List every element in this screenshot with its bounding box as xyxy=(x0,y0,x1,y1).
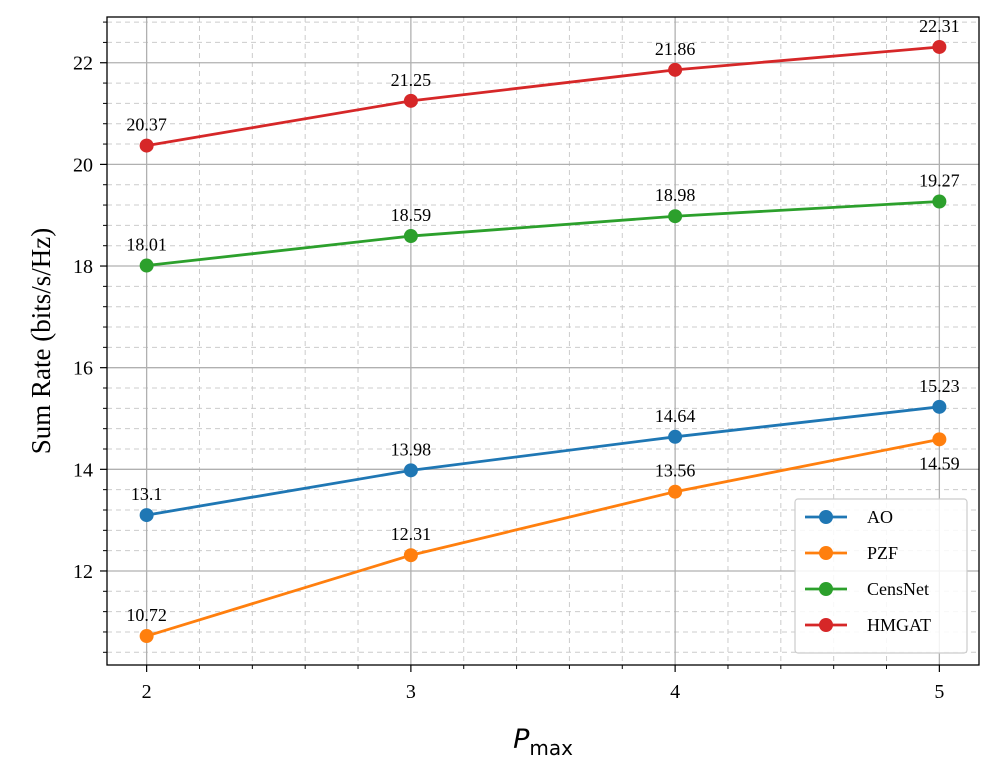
legend-label: HMGAT xyxy=(867,615,931,635)
legend-item-censnet: CensNet xyxy=(805,579,929,599)
data-point xyxy=(139,138,154,153)
data-label: 19.27 xyxy=(919,170,960,190)
series-hmgat: 20.37 21.25 21.86 22.31 xyxy=(126,16,960,153)
series-censnet: 18.01 18.59 18.98 19.27 xyxy=(126,170,960,273)
data-point xyxy=(932,39,947,54)
plot-frame xyxy=(106,16,980,666)
y-tick-label: 22 xyxy=(73,53,93,75)
data-label: 13.1 xyxy=(131,484,163,504)
data-point xyxy=(139,629,154,644)
data-label: 18.98 xyxy=(655,185,696,205)
data-point xyxy=(668,429,683,444)
x-tick-label: 3 xyxy=(406,681,416,703)
y-axis-label: Sum Rate (bits/s/Hz) xyxy=(26,228,56,454)
data-label: 18.01 xyxy=(126,235,167,255)
legend-marker xyxy=(819,510,833,524)
series-line xyxy=(146,200,940,267)
data-point xyxy=(932,432,947,447)
data-point xyxy=(403,548,418,563)
x-axis-label-sub: max xyxy=(529,736,573,760)
data-point xyxy=(668,62,683,77)
data-point xyxy=(932,194,947,209)
legend-marker xyxy=(819,582,833,596)
data-label: 15.23 xyxy=(919,376,960,396)
ticks-layer: 2 3 4 5 12 14 16 18 20 22 xyxy=(73,21,944,703)
data-point xyxy=(139,508,154,523)
series-line xyxy=(146,405,940,517)
data-label: 14.59 xyxy=(919,453,960,473)
data-label: 12.31 xyxy=(391,524,432,544)
data-label: 20.37 xyxy=(126,115,167,135)
series-line xyxy=(146,437,940,638)
data-label: 21.25 xyxy=(391,70,432,90)
y-tick-label: 14 xyxy=(73,459,93,481)
y-tick-label: 12 xyxy=(73,561,93,583)
x-tick-label: 4 xyxy=(670,681,680,703)
data-point xyxy=(668,484,683,499)
data-label: 18.59 xyxy=(391,205,432,225)
data-label: 14.64 xyxy=(655,406,696,426)
x-tick-label: 2 xyxy=(142,681,152,703)
data-point xyxy=(139,258,154,273)
legend-box xyxy=(794,498,968,654)
data-point xyxy=(932,399,947,414)
data-label: 22.31 xyxy=(919,16,960,36)
legend-item-ao: AO xyxy=(805,507,893,527)
legend-label: CensNet xyxy=(867,579,929,599)
data-point xyxy=(668,209,683,224)
major-grid xyxy=(107,17,979,665)
legend-marker xyxy=(819,618,833,632)
data-point xyxy=(403,93,418,108)
data-point xyxy=(403,229,418,244)
data-label: 13.98 xyxy=(391,439,432,459)
legend-label: PZF xyxy=(867,543,898,563)
y-tick-label: 18 xyxy=(73,256,93,278)
legend-item-pzf: PZF xyxy=(805,543,898,563)
y-tick-label: 20 xyxy=(73,154,93,176)
data-label: 21.86 xyxy=(655,39,696,59)
series-line xyxy=(146,45,940,147)
data-label: 13.56 xyxy=(655,461,696,481)
y-tick-label: 16 xyxy=(73,358,93,380)
data-point xyxy=(403,463,418,478)
series-pzf: 10.72 12.31 13.56 14.59 xyxy=(126,432,960,644)
legend-label: AO xyxy=(867,507,893,527)
legend: AO PZF CensNet HMGAT xyxy=(794,498,968,654)
legend-item-hmgat: HMGAT xyxy=(805,615,931,635)
x-axis-label-main: P xyxy=(513,724,530,755)
series-ao: 13.1 13.98 14.64 15.23 xyxy=(131,376,960,523)
x-tick-label: 5 xyxy=(934,681,944,703)
x-axis-label: Pmax xyxy=(513,724,573,760)
legend-marker xyxy=(819,546,833,560)
data-label: 10.72 xyxy=(126,605,167,625)
